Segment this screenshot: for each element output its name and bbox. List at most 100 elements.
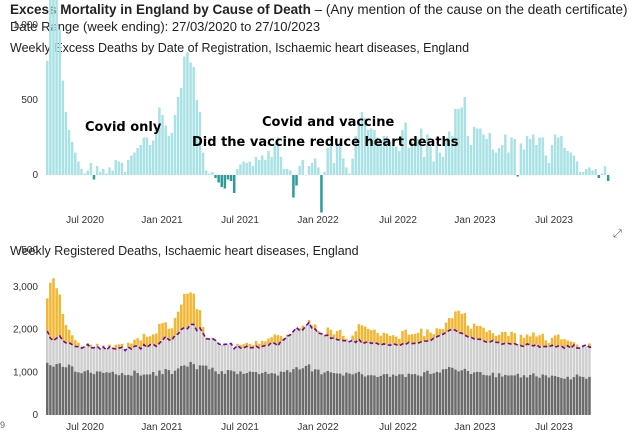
expected-bar bbox=[520, 377, 523, 415]
registered-bar bbox=[111, 348, 114, 371]
expected-bar bbox=[323, 373, 326, 415]
expected-bar bbox=[476, 372, 479, 415]
above-expected-bar bbox=[482, 328, 485, 341]
excess-bar bbox=[146, 138, 148, 176]
excess-bar bbox=[488, 133, 490, 175]
excess-bar bbox=[439, 153, 441, 176]
expected-bar bbox=[93, 374, 96, 415]
above-expected-bar bbox=[451, 318, 454, 329]
registered-bar bbox=[330, 338, 333, 372]
registered-bar bbox=[417, 343, 420, 375]
expected-bar bbox=[258, 374, 261, 415]
registered-bar bbox=[588, 347, 591, 377]
excess-bar bbox=[498, 148, 500, 175]
expected-bar bbox=[482, 375, 485, 415]
excess-bar bbox=[311, 163, 313, 175]
registered-bar bbox=[46, 331, 49, 363]
registered-bar bbox=[311, 329, 314, 372]
excess-bar bbox=[513, 139, 515, 175]
excess-bar bbox=[529, 139, 531, 175]
registered-bar bbox=[520, 346, 523, 378]
excess-bar bbox=[270, 157, 272, 175]
registered-bar bbox=[314, 329, 317, 369]
registered-bar bbox=[214, 340, 217, 371]
expected-bar bbox=[68, 365, 71, 415]
excess-bar bbox=[180, 88, 182, 175]
expected-bar bbox=[510, 375, 513, 415]
registered-bar bbox=[180, 329, 183, 366]
above-expected-bar bbox=[445, 323, 448, 333]
registered-bar bbox=[454, 330, 457, 369]
registered-bar bbox=[102, 347, 105, 373]
x-tick-label: Jul 2023 bbox=[535, 422, 573, 433]
excess-bar bbox=[46, 61, 48, 175]
expected-bar bbox=[205, 366, 208, 415]
expected-bar bbox=[180, 366, 183, 415]
expected-bar bbox=[270, 373, 273, 415]
excess-bar bbox=[49, 0, 51, 175]
excess-bar bbox=[111, 171, 113, 176]
registered-bar bbox=[548, 347, 551, 378]
above-expected-bar bbox=[161, 323, 164, 340]
registered-bar bbox=[183, 328, 186, 366]
above-expected-bar bbox=[417, 333, 420, 343]
report-header: Excess Mortality in England by Cause of … bbox=[10, 2, 628, 17]
expected-bar bbox=[442, 369, 445, 415]
excess-bar bbox=[314, 159, 316, 176]
expected-bar bbox=[517, 374, 520, 415]
expand-icon[interactable]: ⤢ bbox=[613, 228, 622, 241]
above-expected-bar bbox=[158, 324, 161, 343]
excess-bar bbox=[143, 138, 145, 176]
expected-bar bbox=[551, 376, 554, 415]
excess-bar bbox=[467, 136, 469, 175]
registered-bar bbox=[295, 328, 298, 367]
registered-bar bbox=[379, 345, 382, 376]
expected-bar bbox=[582, 377, 585, 415]
expected-bar bbox=[46, 363, 49, 415]
expected-bar bbox=[146, 374, 149, 415]
above-expected-bar bbox=[504, 332, 507, 344]
expected-bar bbox=[554, 376, 557, 415]
registered-bar bbox=[255, 346, 258, 372]
above-expected-bar bbox=[541, 334, 544, 347]
expected-bar bbox=[174, 371, 177, 415]
excess-bar bbox=[601, 174, 603, 176]
expected-bar bbox=[164, 369, 167, 415]
expected-bar bbox=[457, 371, 460, 415]
expected-bar bbox=[454, 370, 457, 415]
expected-bar bbox=[588, 377, 591, 415]
registered-bar bbox=[192, 324, 195, 364]
excess-bar bbox=[71, 142, 73, 175]
expected-bar bbox=[389, 377, 392, 415]
excess-bar bbox=[298, 166, 300, 175]
excess-bar bbox=[520, 144, 522, 176]
registered-bar bbox=[432, 338, 435, 373]
above-expected-bar bbox=[326, 328, 329, 336]
registered-bar bbox=[121, 347, 124, 373]
expected-bar bbox=[77, 372, 80, 415]
clipped-edge-mark: 9 bbox=[0, 420, 5, 430]
expected-bar bbox=[308, 364, 311, 415]
registered-bar bbox=[205, 339, 208, 366]
expected-bar bbox=[364, 376, 367, 415]
excess-bar bbox=[320, 175, 322, 213]
expected-bar bbox=[432, 373, 435, 415]
expected-bar bbox=[118, 375, 121, 415]
expected-bar bbox=[87, 370, 90, 415]
registered-bar bbox=[336, 340, 339, 374]
excess-bar bbox=[155, 130, 157, 175]
registered-bar bbox=[569, 348, 572, 379]
expected-bar bbox=[192, 364, 195, 415]
expected-bar bbox=[71, 366, 74, 415]
excess-bar bbox=[133, 153, 135, 176]
expected-bar bbox=[105, 372, 108, 415]
above-expected-bar bbox=[420, 329, 423, 342]
above-expected-bar bbox=[177, 312, 180, 334]
excess-bar bbox=[227, 175, 229, 180]
above-expected-bar bbox=[492, 333, 495, 340]
excess-bar bbox=[168, 136, 170, 175]
above-expected-bar bbox=[407, 335, 410, 343]
expected-bar bbox=[62, 367, 65, 415]
excess-bar bbox=[395, 147, 397, 176]
